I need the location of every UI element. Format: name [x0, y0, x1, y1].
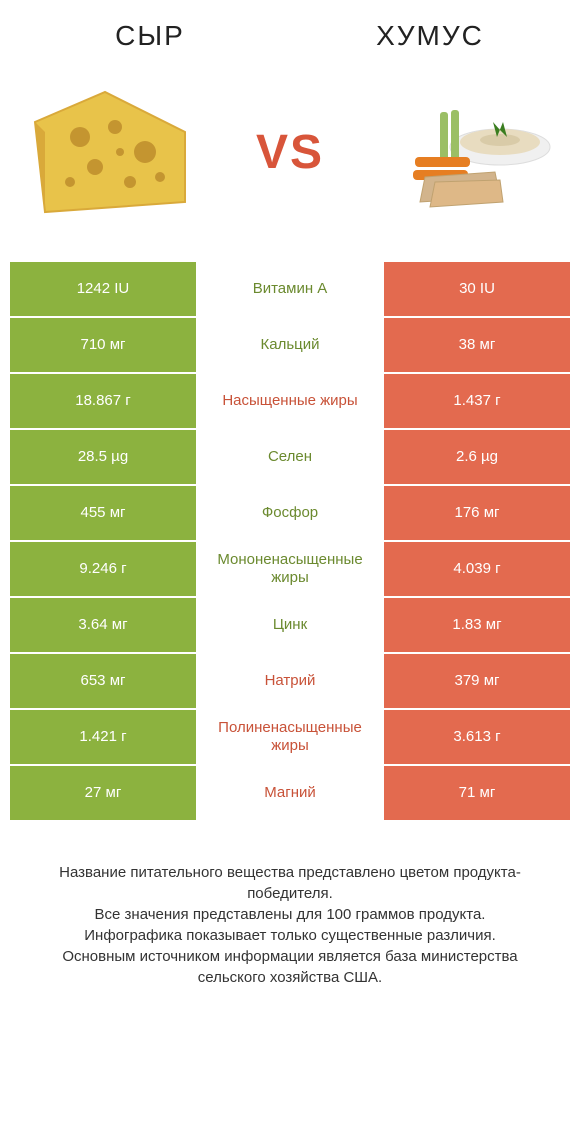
right-value: 71 мг — [384, 766, 570, 820]
left-value: 653 мг — [10, 654, 196, 708]
nutrient-name: Фосфор — [196, 486, 384, 540]
nutrient-name: Насыщенные жиры — [196, 374, 384, 428]
vs-label: VS — [256, 125, 324, 180]
footer-line: Инфографика показывает только существенн… — [30, 925, 550, 946]
left-value: 28.5 µg — [10, 430, 196, 484]
footer-line: Основным источником информации является … — [30, 946, 550, 988]
right-value: 3.613 г — [384, 710, 570, 764]
nutrient-name: Магний — [196, 766, 384, 820]
nutrient-name: Витамин A — [196, 262, 384, 316]
footer-note: Название питательного вещества представл… — [0, 822, 580, 988]
left-value: 455 мг — [10, 486, 196, 540]
right-food-title: ХУМУС — [290, 20, 570, 52]
left-food-title: СЫР — [10, 20, 290, 52]
right-value: 1.437 г — [384, 374, 570, 428]
table-row: 28.5 µgСелен2.6 µg — [10, 430, 570, 486]
table-row: 455 мгФосфор176 мг — [10, 486, 570, 542]
nutrient-name: Кальций — [196, 318, 384, 372]
header: СЫР ХУМУС — [0, 0, 580, 62]
left-value: 27 мг — [10, 766, 196, 820]
right-value: 379 мг — [384, 654, 570, 708]
vs-row: VS — [0, 62, 580, 262]
nutrient-name: Цинк — [196, 598, 384, 652]
left-value: 18.867 г — [10, 374, 196, 428]
left-value: 3.64 мг — [10, 598, 196, 652]
right-value: 176 мг — [384, 486, 570, 540]
right-value: 1.83 мг — [384, 598, 570, 652]
table-row: 1.421 гПолиненасыщенные жиры3.613 г — [10, 710, 570, 766]
footer-line: Название питательного вещества представл… — [30, 862, 550, 904]
nutrient-name: Селен — [196, 430, 384, 484]
cheese-icon — [20, 77, 200, 227]
table-row: 653 мгНатрий379 мг — [10, 654, 570, 710]
table-row: 18.867 гНасыщенные жиры1.437 г — [10, 374, 570, 430]
hummus-icon — [380, 77, 560, 227]
nutrient-table: 1242 IUВитамин A30 IU710 мгКальций38 мг1… — [10, 262, 570, 822]
right-value: 30 IU — [384, 262, 570, 316]
table-row: 27 мгМагний71 мг — [10, 766, 570, 822]
table-row: 710 мгКальций38 мг — [10, 318, 570, 374]
footer-line: Все значения представлены для 100 граммо… — [30, 904, 550, 925]
nutrient-name: Полиненасыщенные жиры — [196, 710, 384, 764]
right-value: 4.039 г — [384, 542, 570, 596]
left-value: 1242 IU — [10, 262, 196, 316]
table-row: 9.246 гМононенасыщенные жиры4.039 г — [10, 542, 570, 598]
nutrient-name: Мононенасыщенные жиры — [196, 542, 384, 596]
left-value: 1.421 г — [10, 710, 196, 764]
left-value: 710 мг — [10, 318, 196, 372]
right-value: 38 мг — [384, 318, 570, 372]
table-row: 3.64 мгЦинк1.83 мг — [10, 598, 570, 654]
right-value: 2.6 µg — [384, 430, 570, 484]
table-row: 1242 IUВитамин A30 IU — [10, 262, 570, 318]
left-value: 9.246 г — [10, 542, 196, 596]
nutrient-name: Натрий — [196, 654, 384, 708]
